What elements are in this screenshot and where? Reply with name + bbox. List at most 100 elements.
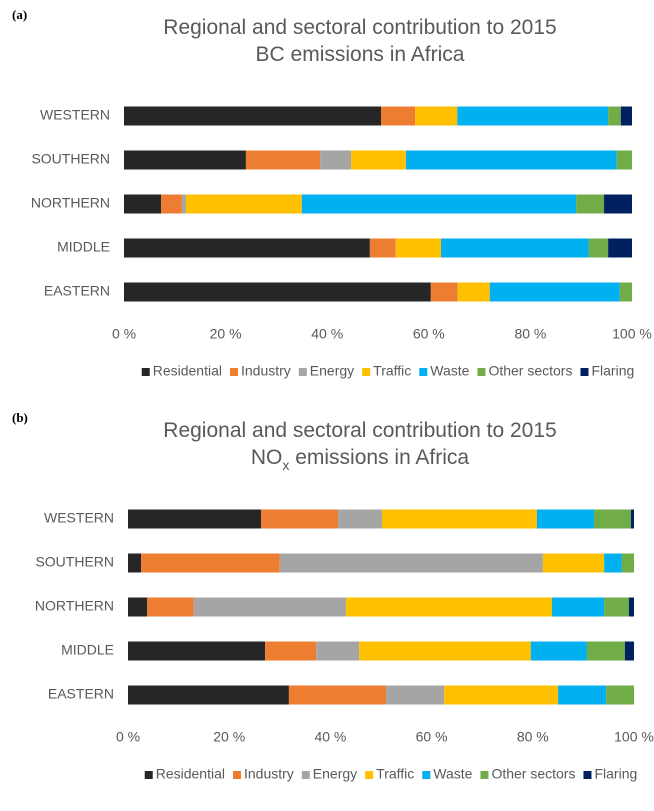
bar-segment bbox=[124, 194, 162, 214]
bar-segment bbox=[576, 194, 605, 214]
category-label: NORTHERN bbox=[35, 598, 114, 614]
x-tick-label: 20 % bbox=[213, 729, 245, 745]
title-text: emissions in Africa bbox=[289, 446, 469, 469]
legend-swatch bbox=[301, 771, 310, 779]
bar-segment bbox=[128, 641, 266, 661]
bar-segment bbox=[444, 685, 559, 705]
bar-segment bbox=[586, 641, 625, 661]
bar-segment bbox=[351, 150, 406, 170]
bar-segment bbox=[619, 282, 632, 302]
bar-segment bbox=[128, 597, 148, 617]
x-tick-label: 0 % bbox=[116, 729, 140, 745]
category-label: MIDDLE bbox=[57, 239, 110, 255]
legend-label: Industry bbox=[244, 766, 294, 782]
bar-segment bbox=[405, 150, 617, 170]
title-text: Regional and sectoral contribution to 20… bbox=[163, 419, 556, 442]
legend-label: Energy bbox=[310, 363, 354, 379]
chart-title: NOx emissions in Africa bbox=[251, 446, 470, 473]
x-tick-label: 0 % bbox=[112, 326, 136, 342]
legend-label: Flaring bbox=[594, 766, 637, 782]
bar-segment bbox=[628, 597, 634, 617]
bar-segment bbox=[124, 150, 246, 170]
bar-segment bbox=[620, 106, 632, 126]
legend-label: Traffic bbox=[376, 766, 414, 782]
x-tick-label: 100 % bbox=[614, 729, 654, 745]
bar-segment bbox=[382, 509, 537, 529]
bar-segment bbox=[128, 553, 142, 573]
title-text: NO bbox=[251, 446, 283, 469]
x-tick-label: 40 % bbox=[314, 729, 346, 745]
bar-segment bbox=[608, 238, 632, 258]
legend-label: Industry bbox=[241, 363, 291, 379]
bar-segment bbox=[621, 553, 634, 573]
category-label: WESTERN bbox=[40, 107, 110, 123]
bar-segment bbox=[604, 553, 622, 573]
legend-swatch bbox=[229, 368, 238, 376]
legend-label: Other sectors bbox=[491, 766, 575, 782]
category-label: EASTERN bbox=[48, 686, 114, 702]
bar-segment bbox=[604, 194, 632, 214]
legend-swatch bbox=[144, 771, 153, 779]
bar-segment bbox=[604, 597, 629, 617]
bar-segment bbox=[530, 641, 587, 661]
x-tick-label: 40 % bbox=[311, 326, 343, 342]
bar-segment bbox=[141, 553, 280, 573]
title-subscript: x bbox=[282, 457, 289, 473]
bar-segment bbox=[386, 685, 445, 705]
x-tick-label: 60 % bbox=[416, 729, 448, 745]
bar-segment bbox=[489, 282, 620, 302]
bar-segment bbox=[616, 150, 632, 170]
legend-swatch bbox=[419, 368, 428, 376]
legend-label: Other sectors bbox=[488, 363, 572, 379]
x-tick-label: 80 % bbox=[514, 326, 546, 342]
bar-segment bbox=[316, 641, 360, 661]
bar-segment bbox=[457, 106, 609, 126]
category-label: EASTERN bbox=[44, 283, 110, 299]
bar-segment bbox=[359, 641, 531, 661]
bar-segment bbox=[630, 509, 634, 529]
legend-label: Energy bbox=[313, 766, 357, 782]
x-tick-label: 20 % bbox=[210, 326, 242, 342]
bar-segment bbox=[128, 685, 289, 705]
bar-segment bbox=[181, 194, 186, 214]
chart-title: BC emissions in Africa bbox=[256, 43, 465, 66]
legend-swatch bbox=[422, 771, 431, 779]
bar-segment bbox=[265, 641, 317, 661]
bar-segment bbox=[369, 238, 396, 258]
legend-label: Traffic bbox=[373, 363, 411, 379]
legend-swatch bbox=[365, 771, 374, 779]
legend-swatch bbox=[141, 368, 150, 376]
legend-swatch bbox=[580, 368, 589, 376]
bar-segment bbox=[457, 282, 490, 302]
bar-segment bbox=[301, 194, 577, 214]
bar-segment bbox=[594, 509, 631, 529]
bar-segment bbox=[415, 106, 458, 126]
bar-segment bbox=[552, 597, 605, 617]
x-tick-label: 60 % bbox=[413, 326, 445, 342]
bar-segment bbox=[147, 597, 194, 617]
bar-segment bbox=[337, 509, 383, 529]
bar-segment bbox=[279, 553, 543, 573]
title-text: Regional and sectoral contribution to 20… bbox=[163, 16, 556, 39]
bar-segment bbox=[124, 106, 382, 126]
bar-segment bbox=[624, 641, 634, 661]
bar-segment bbox=[381, 106, 416, 126]
bar-segment bbox=[395, 238, 441, 258]
title-text: BC emissions in Africa bbox=[256, 43, 465, 66]
legend-swatch bbox=[362, 368, 371, 376]
legend-label: Flaring bbox=[591, 363, 634, 379]
x-tick-label: 80 % bbox=[517, 729, 549, 745]
bar-segment bbox=[536, 509, 595, 529]
bar-segment bbox=[608, 106, 621, 126]
bar-segment bbox=[542, 553, 605, 573]
bar-segment bbox=[606, 685, 634, 705]
legend-swatch bbox=[232, 771, 241, 779]
bar-segment bbox=[128, 509, 262, 529]
bar-segment bbox=[320, 150, 352, 170]
bar-segment bbox=[440, 238, 589, 258]
category-label: SOUTHERN bbox=[31, 151, 110, 167]
bar-segment bbox=[346, 597, 553, 617]
category-label: SOUTHERN bbox=[35, 554, 114, 570]
bar-segment bbox=[124, 238, 370, 258]
